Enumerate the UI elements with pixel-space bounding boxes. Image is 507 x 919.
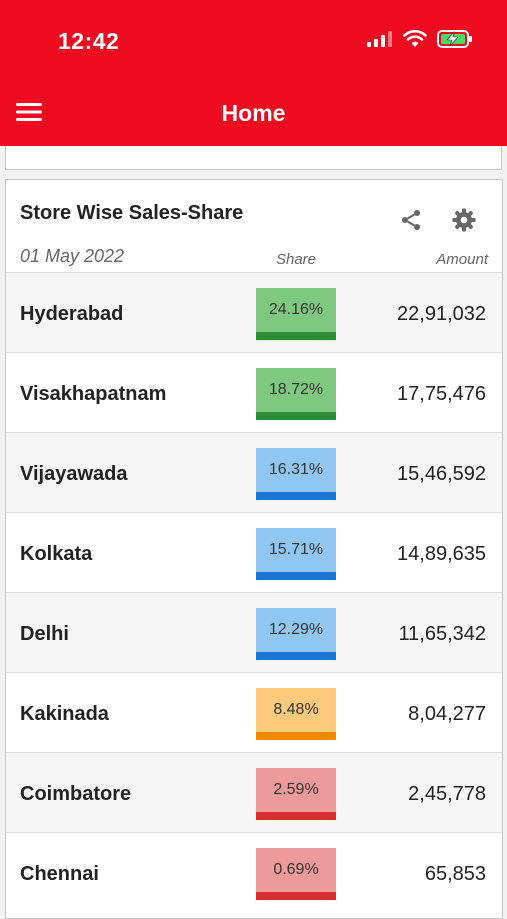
store-row[interactable]: Kolkata 15.71% 14,89,635 <box>6 512 502 592</box>
share-badge: 2.59% <box>256 768 336 820</box>
status-icons <box>367 30 473 48</box>
share-column-header: Share <box>275 251 317 268</box>
store-name: Kolkata <box>20 543 93 565</box>
share-badge: 0.69% <box>256 848 336 900</box>
store-sales-share-card: Store Wise Sales-Share 01 May 2022 Share… <box>5 179 503 919</box>
store-row[interactable]: Coimbatore 2.59% 2,45,778 <box>6 752 502 832</box>
card-title: Store Wise Sales-Share <box>20 202 244 224</box>
sales-amount: 17,75,476 <box>397 383 486 405</box>
share-badge-bar <box>256 492 336 500</box>
store-name: Chennai <box>20 863 99 885</box>
share-icon[interactable] <box>399 208 423 232</box>
store-row[interactable]: Visakhapatnam 18.72% 17,75,476 <box>6 352 502 432</box>
sales-amount: 14,89,635 <box>397 543 486 565</box>
share-badge-bar <box>256 332 336 340</box>
store-name: Visakhapatnam <box>20 383 167 405</box>
share-badge: 12.29% <box>256 608 336 660</box>
store-row[interactable]: Delhi 12.29% 11,65,342 <box>6 592 502 672</box>
share-value: 12.29% <box>268 621 324 638</box>
store-list: Hyderabad 24.16% 22,91,032 Visakhapatnam… <box>6 272 502 912</box>
store-row[interactable]: Kakinada 8.48% 8,04,277 <box>6 672 502 752</box>
store-name: Kakinada <box>20 703 109 725</box>
page-title: Home <box>221 100 286 126</box>
share-badge-bar <box>256 652 336 660</box>
share-value: 15.71% <box>268 541 324 558</box>
hamburger-menu-icon[interactable] <box>16 101 42 123</box>
share-badge-bar <box>256 572 336 580</box>
sales-amount: 15,46,592 <box>397 463 486 485</box>
sales-amount: 22,91,032 <box>397 303 486 325</box>
sales-amount: 2,45,778 <box>408 783 486 805</box>
store-row[interactable]: Hyderabad 24.16% 22,91,032 <box>6 272 502 352</box>
wifi-icon <box>403 30 427 47</box>
sales-amount: 11,65,342 <box>398 623 487 645</box>
share-badge: 8.48% <box>256 688 336 740</box>
store-row[interactable]: Chennai 0.69% 65,853 <box>6 832 502 912</box>
share-badge: 15.71% <box>256 528 336 580</box>
store-name: Vijayawada <box>20 463 128 485</box>
report-date: 01 May 2022 <box>20 246 125 266</box>
share-badge-bar <box>256 892 336 900</box>
share-badge: 18.72% <box>256 368 336 420</box>
share-value: 8.48% <box>273 701 319 718</box>
app-header: 12:42 Home <box>0 0 507 146</box>
store-row[interactable]: Vijayawada 16.31% 15,46,592 <box>6 432 502 512</box>
share-badge: 24.16% <box>256 288 336 340</box>
share-badge-bar <box>256 412 336 420</box>
store-name: Hyderabad <box>20 303 124 325</box>
store-name: Coimbatore <box>20 783 132 805</box>
share-value: 24.16% <box>268 301 324 318</box>
share-value: 0.69% <box>273 861 319 878</box>
share-badge: 16.31% <box>256 448 336 500</box>
share-value: 18.72% <box>268 381 324 398</box>
cellular-signal-icon <box>367 31 392 47</box>
sales-amount: 65,853 <box>424 863 486 885</box>
share-value: 2.59% <box>273 781 319 798</box>
share-badge-bar <box>256 812 336 820</box>
share-badge-bar <box>256 732 336 740</box>
battery-charging-icon <box>437 30 472 48</box>
share-value: 16.31% <box>268 461 324 478</box>
sales-amount: 8,04,277 <box>408 703 486 725</box>
gear-icon[interactable] <box>452 208 476 232</box>
status-time: 12:42 <box>58 28 120 54</box>
store-name: Delhi <box>20 623 69 645</box>
amount-column-header: Amount <box>436 251 488 268</box>
previous-card <box>5 146 502 170</box>
